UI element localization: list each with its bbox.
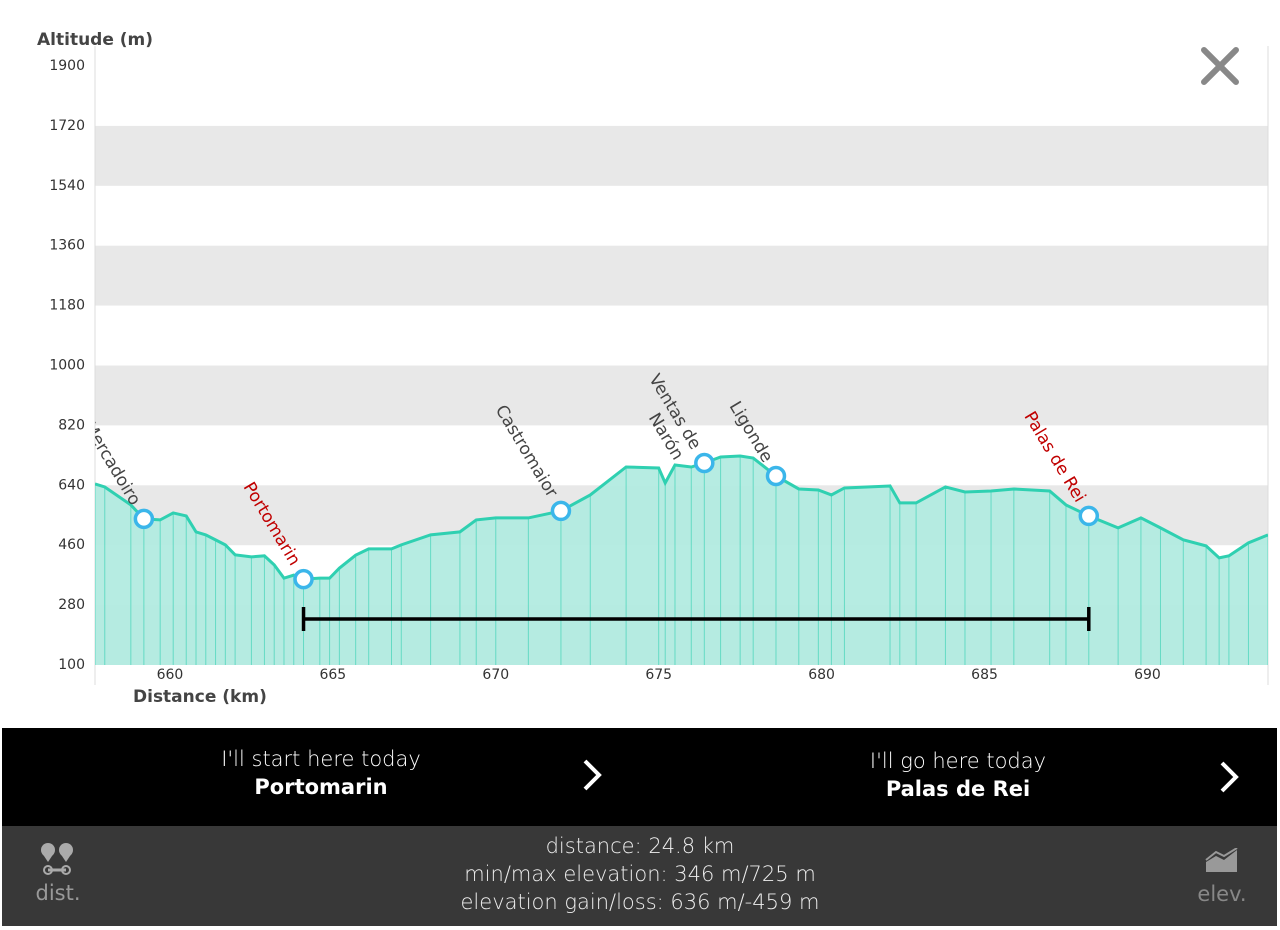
y-tick-label: 1180 (49, 298, 85, 314)
x-tick-label: 685 (971, 667, 998, 683)
destination-place[interactable]: Palas de Rei (885, 777, 1031, 801)
route-bar: I'll start here today Portomarin I'll go… (2, 728, 1277, 826)
y-tick-label: 460 (58, 537, 85, 553)
destination-prompt: I'll go here today (869, 749, 1047, 773)
area-fill (95, 456, 1268, 665)
y-axis-title: Altitude (m) (37, 30, 153, 50)
grid-band (95, 245, 1268, 306)
y-tick-label: 1540 (49, 178, 85, 194)
waypoint-marker (293, 568, 314, 590)
y-tick-label: 1720 (49, 118, 85, 134)
close-button[interactable] (1201, 47, 1239, 85)
x-tick-label: 675 (645, 667, 672, 683)
stats-bar: distance: 24.8 km min/max elevation: 346… (2, 826, 1277, 926)
y-tick-label: 1900 (49, 58, 85, 74)
elevation-line (95, 454, 1268, 581)
y-tick-label: 100 (58, 657, 85, 673)
elevation-icon[interactable] (1205, 848, 1239, 874)
x-tick-label: 670 (482, 667, 509, 683)
grid-band (95, 125, 1268, 186)
grid-band (95, 365, 1268, 426)
y-tick-label: 640 (58, 477, 85, 493)
y-tick-label: 1000 (49, 358, 85, 374)
start-place[interactable]: Portomarin (254, 775, 388, 799)
waypoint-marker (694, 452, 715, 474)
distance-icon[interactable] (38, 840, 78, 878)
y-tick-label: 280 (58, 597, 85, 613)
elevation-tab[interactable]: elev. (1197, 882, 1247, 906)
y-tick-label: 820 (58, 417, 85, 433)
stat-line: min/max elevation: 346 m/725 m (464, 862, 816, 886)
x-tick-label: 680 (808, 667, 835, 683)
destination-chevron[interactable] (1217, 760, 1241, 794)
x-tick-label: 660 (157, 667, 184, 683)
start-chevron[interactable] (580, 758, 604, 792)
waypoint-marker (1078, 505, 1100, 527)
waypoint-marker (765, 465, 787, 487)
waypoint-marker (550, 500, 572, 522)
distance-tab[interactable]: dist. (35, 881, 81, 905)
stat-line: elevation gain/loss: 636 m/-459 m (460, 890, 820, 914)
y-tick-label: 1360 (49, 238, 85, 254)
x-tick-label: 690 (1134, 667, 1161, 683)
start-prompt: I'll start here today (221, 747, 421, 771)
x-axis-title: Distance (km) (133, 687, 267, 707)
x-tick-label: 665 (319, 667, 346, 683)
stat-line: distance: 24.8 km (545, 834, 735, 858)
waypoint-marker (133, 508, 155, 530)
